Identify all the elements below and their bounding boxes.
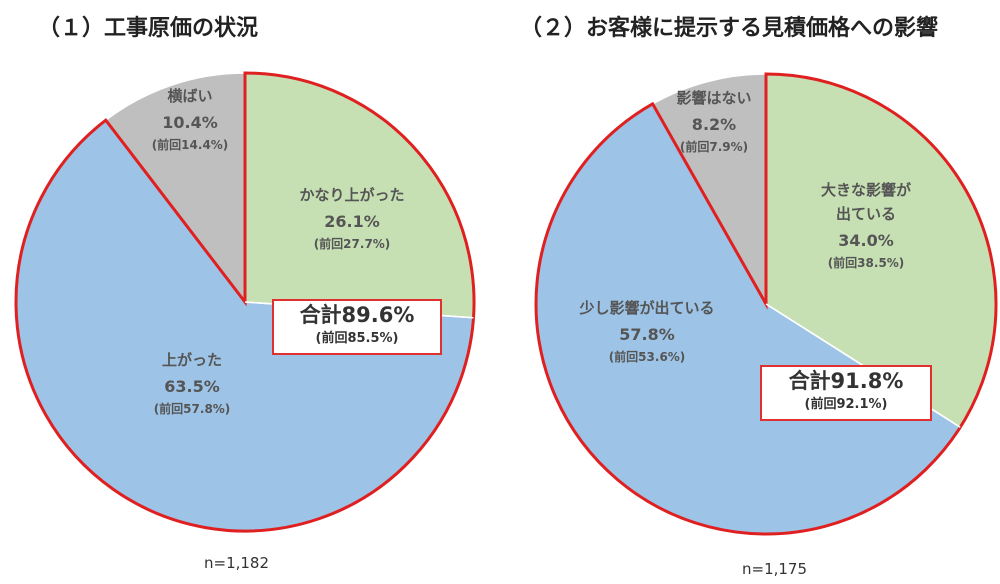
pie1-slice-1-prev: (前回57.8%) [153,402,231,417]
pie2-slice-2-prev: (前回7.9%) [679,140,749,155]
pie1-total-value: 合計89.6% [299,303,415,327]
pie2-slice-label-2: 影響はない 8.2% (前回7.9%) [676,86,751,155]
pie2-slice-label-1: 少し影響が出ている 57.8% (前回53.6%) [579,296,714,365]
pie2-slice-2-name: 影響はない [676,89,752,107]
pie2-slice-2-value: 8.2% [691,115,737,134]
pie2-sample-size: n=1,175 [742,560,808,578]
pie2-slice-label-0: 大きな影響が 出ている 34.0% (前回38.5%) [821,178,911,271]
pie1-sample-size: n=1,182 [204,554,270,572]
pie2-slice-0-name: 大きな影響が [820,181,912,199]
pie1-slice-0-name: かなり上がった [299,186,405,204]
pie2-total-prev: (前回92.1%) [804,397,888,413]
pie1-total-prev: (前回85.5%) [315,331,399,347]
pie1-slice-label-2: 横ばい 10.4% (前回14.4%) [152,84,229,153]
chart1-title: （１）工事原価の状況 [38,16,259,41]
pie2-total-value: 合計91.8% [788,369,904,393]
pie1-slice-label-0: かなり上がった 26.1% (前回27.7%) [299,183,404,252]
pie1-slice-1-name: 上がった [161,351,223,369]
pie2-slice-1-name: 少し影響が出ている [579,299,715,317]
pie1-slice-0-value: 26.1% [324,212,380,231]
pie1-slice-1-value: 63.5% [164,377,220,396]
pie2-slice-1-prev: (前回53.6%) [608,350,686,365]
pie2-slice-0-prev: (前回38.5%) [827,256,905,271]
pie1-slice-2 [104,72,246,305]
chart2-title: （２）お客様に提示する見積価格への影響 [520,16,939,41]
pie1-slice-0-prev: (前回27.7%) [313,237,391,252]
pie2-total-box: 合計91.8% (前回92.1%) [760,365,932,421]
pie2-slice-0-name2: 出ている [835,205,897,223]
pie-chart-2 [534,72,998,536]
pie1-slice-2-name: 横ばい [167,87,213,105]
pie2-slice-1-value: 57.8% [619,325,675,344]
pie1-highlight-outline [14,71,476,533]
pie1-slice-2-value: 10.4% [162,113,218,132]
pie-chart-1 [14,71,476,533]
pie2-highlight-outline [534,72,998,536]
pie2-slice-0-value: 34.0% [838,231,894,250]
pie1-slice-2-prev: (前回14.4%) [151,138,229,153]
pie1-slice-label-1: 上がった 63.5% (前回57.8%) [154,348,231,417]
pie1-total-box: 合計89.6% (前回85.5%) [272,299,442,355]
pie2-slice-2 [651,73,767,307]
